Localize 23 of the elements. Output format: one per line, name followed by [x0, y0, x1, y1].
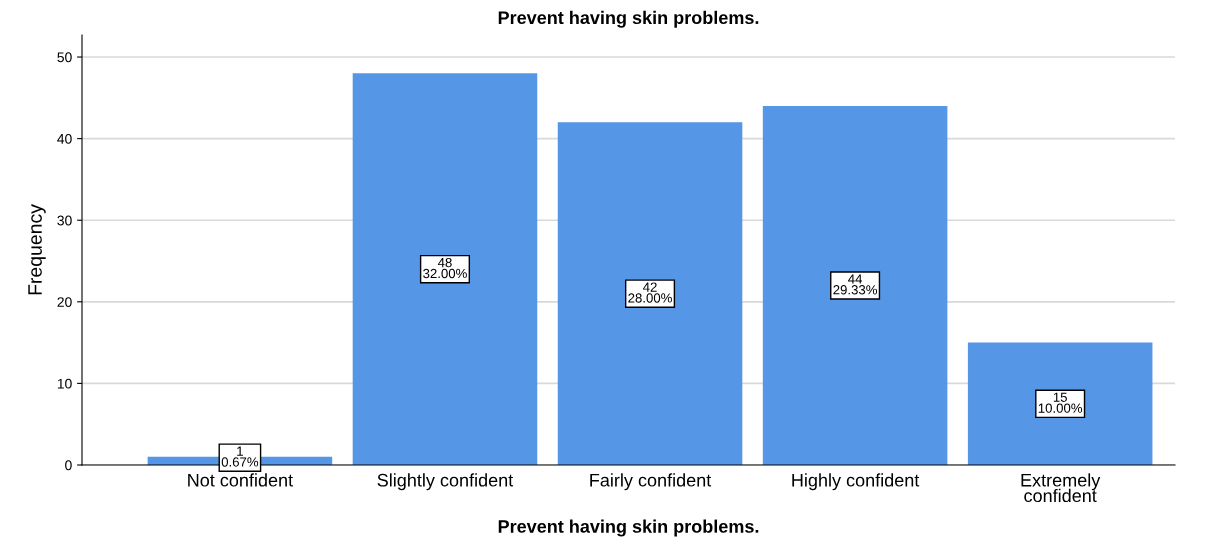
x-tick-label: Extremely confident — [1021, 473, 1101, 503]
y-tick-label: 30 — [57, 215, 72, 226]
x-tick-label: Not confident — [188, 473, 293, 487]
bar — [557, 122, 743, 465]
bar — [967, 342, 1153, 465]
x-tick-label: Slightly confident — [377, 473, 514, 491]
y-tick-label: 0 — [65, 460, 72, 471]
chart-title: Prevent having skin problems. — [498, 10, 759, 28]
bar — [352, 73, 538, 465]
y-tick-label: 50 — [57, 52, 72, 63]
x-axis-title: Prevent having skin problems. — [498, 519, 759, 537]
x-tick-label: Fairly confident — [590, 473, 712, 491]
y-tick-label: 40 — [57, 133, 72, 144]
data-label: 48 32.00% — [423, 257, 467, 279]
bar — [762, 105, 948, 465]
y-tick-label: 10 — [57, 378, 72, 389]
data-label: 15 10.00% — [1038, 392, 1083, 413]
data-label: 42 28.00% — [628, 282, 672, 303]
y-tick-label: 20 — [57, 297, 72, 307]
x-tick-label: Highly confident — [792, 473, 920, 491]
y-axis-title: Frequency — [28, 204, 46, 295]
data-label: 1 0.67% — [221, 446, 259, 467]
data-label: 44 29.33% — [833, 274, 877, 295]
